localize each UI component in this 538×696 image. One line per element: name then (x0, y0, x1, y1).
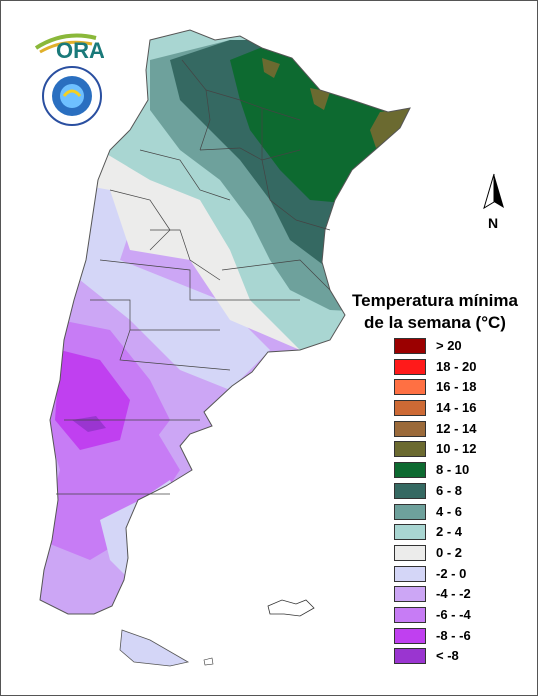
legend-label: 10 - 12 (436, 441, 477, 457)
legend-label: 4 - 6 (436, 503, 463, 519)
legend-label: -4 - -2 (436, 586, 471, 602)
legend-swatch (394, 648, 426, 665)
legend-swatch (394, 503, 426, 520)
legend-swatch (394, 400, 426, 417)
legend-label: 8 - 10 (436, 462, 470, 478)
legend-label: -6 - -4 (436, 606, 471, 622)
legend-label: 6 - 8 (436, 482, 463, 498)
legend-label: 18 - 20 (436, 358, 477, 374)
legend-swatch (394, 420, 426, 437)
tierra-del-fuego (119, 629, 190, 667)
north-arrow: N (478, 172, 518, 232)
legend-label: > 20 (436, 338, 462, 353)
legend-label: -2 - 0 (436, 565, 467, 581)
legend-swatch (394, 358, 426, 375)
legend-title-line1: Temperatura mínima (352, 291, 518, 310)
legend-swatch (394, 606, 426, 623)
legend-swatch (394, 441, 426, 458)
north-label: N (488, 215, 498, 231)
legend-label: 0 - 2 (436, 544, 463, 560)
smn-seal-logo (42, 66, 102, 126)
legend-swatch (394, 627, 426, 644)
legend-label: 2 - 4 (436, 524, 463, 540)
legend-label: 12 - 14 (436, 420, 477, 436)
legend-label: 14 - 16 (436, 400, 477, 416)
legend-swatch (394, 565, 426, 582)
legend-title-line2: de la semana (°C) (364, 313, 506, 332)
legend-swatch (394, 462, 426, 479)
small-island (203, 657, 214, 666)
province-borders (56, 59, 331, 495)
legend-swatch (394, 482, 426, 499)
legend-title: Temperatura mínima de la semana (°C) (340, 290, 530, 334)
legend-swatch (394, 379, 426, 396)
svg-text:ORA: ORA (56, 38, 104, 62)
malvinas-islands (267, 599, 315, 617)
legend-swatch (394, 524, 426, 541)
legend-swatch (394, 544, 426, 561)
country-outline (39, 29, 411, 615)
legend-label: < -8 (436, 648, 459, 664)
legend-label: 16 - 18 (436, 379, 477, 395)
ora-logo: ORA (34, 28, 105, 63)
legend-swatch (394, 586, 426, 603)
legend-swatch (394, 338, 426, 354)
legend-label: -8 - -6 (436, 627, 471, 643)
